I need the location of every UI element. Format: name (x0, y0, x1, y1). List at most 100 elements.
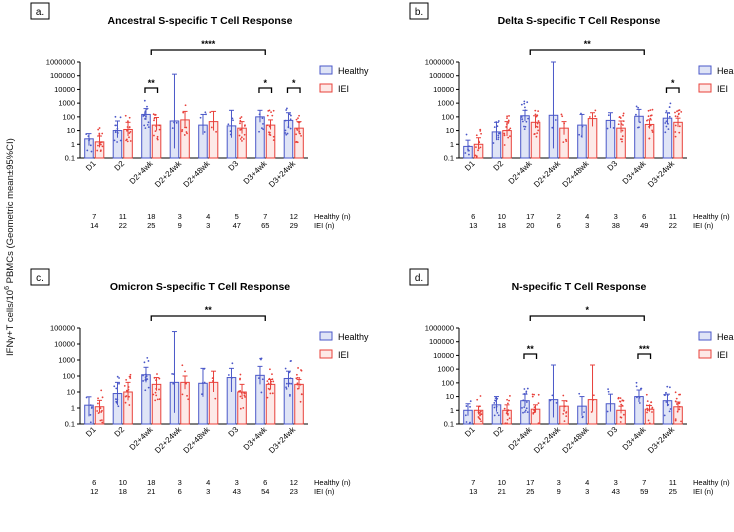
bar-iei (265, 383, 276, 425)
data-point (261, 117, 264, 120)
data-point (201, 382, 204, 384)
n-count: 18 (147, 212, 155, 221)
data-point (680, 110, 683, 113)
data-point (239, 378, 241, 381)
data-point (155, 379, 158, 382)
data-point (260, 127, 263, 130)
n-row-label: IEI (n) (314, 221, 335, 230)
data-point (607, 390, 610, 393)
bar-healthy (634, 115, 644, 159)
data-point (649, 117, 652, 120)
n-count: 29 (290, 221, 298, 230)
data-point (144, 127, 147, 129)
data-point (295, 133, 298, 136)
x-tick-label: D2+24wk (532, 424, 563, 455)
x-tick-label: D2+48wk (182, 424, 213, 455)
data-point (116, 398, 119, 401)
data-point (285, 382, 288, 385)
data-point (507, 119, 510, 122)
chart-title: Ancestral S-specific T Cell Response (108, 15, 293, 27)
n-count: 3 (614, 478, 618, 487)
data-point (271, 392, 274, 395)
n-count: 22 (669, 221, 677, 230)
data-point (270, 383, 273, 385)
data-point (270, 111, 272, 114)
chart-title: Omicron S-specific T Cell Response (110, 281, 290, 293)
data-point (506, 398, 509, 401)
data-point (87, 135, 90, 138)
data-point (125, 138, 128, 141)
data-point (272, 380, 275, 383)
data-point (124, 114, 127, 117)
x-tick-label: D1 (463, 159, 477, 173)
pair-significance-label: * (671, 78, 675, 88)
data-point (646, 400, 649, 403)
data-point (158, 377, 161, 380)
data-point (152, 113, 155, 116)
data-point (186, 132, 188, 135)
data-point (622, 112, 625, 115)
n-count: 4 (206, 478, 210, 487)
data-point (638, 396, 641, 399)
data-point (531, 393, 534, 396)
data-point (621, 138, 623, 141)
x-tick-label: D2+4wk (128, 424, 156, 452)
data-point (479, 413, 481, 415)
data-point (129, 140, 132, 142)
data-point (638, 402, 641, 404)
data-point (622, 124, 624, 126)
data-point (201, 393, 203, 396)
x-tick-label: D3+4wk (242, 158, 270, 186)
data-point (524, 106, 526, 109)
data-point (464, 152, 467, 154)
n-count: 47 (233, 221, 241, 230)
data-point (144, 110, 147, 113)
data-point (637, 126, 639, 129)
data-point (474, 154, 477, 157)
data-point (534, 113, 537, 116)
data-point (651, 406, 654, 409)
data-point (298, 114, 300, 117)
data-point (677, 401, 680, 404)
data-point (88, 139, 90, 142)
x-tick-label: D2+48wk (182, 158, 213, 189)
n-count: 25 (669, 487, 677, 496)
data-point (676, 403, 678, 405)
data-point (155, 394, 158, 397)
n-count: 11 (119, 212, 127, 221)
data-point (669, 102, 672, 105)
data-point (498, 132, 501, 135)
data-point (262, 128, 265, 131)
data-point (475, 134, 478, 137)
data-point (145, 373, 147, 376)
data-point (145, 375, 148, 378)
data-point (98, 134, 101, 136)
data-point (154, 113, 157, 116)
n-count: 12 (90, 487, 98, 496)
data-point (562, 412, 565, 415)
data-point (238, 390, 240, 393)
data-point (97, 412, 100, 414)
data-point (506, 422, 508, 425)
n-row-label: Healthy (n) (314, 212, 351, 221)
data-point (619, 421, 622, 423)
y-tick-label: 1000 (58, 99, 75, 108)
data-point (647, 419, 650, 422)
legend-label-healthy: Healthy (338, 66, 369, 76)
data-point (296, 383, 299, 386)
data-point (508, 128, 511, 131)
data-point (299, 400, 302, 403)
data-point (269, 392, 272, 395)
panel-label: d. (415, 273, 423, 284)
n-count: 3 (585, 487, 589, 496)
legend-label-iei: IEI (717, 350, 728, 360)
y-tick-label: 100 (441, 112, 454, 121)
data-point (531, 395, 534, 398)
y-tick-label: 10 (67, 126, 75, 135)
data-point (182, 111, 185, 114)
data-point (522, 120, 524, 123)
data-point (101, 421, 104, 424)
y-tick-label: 1000 (58, 356, 75, 365)
data-point (505, 412, 508, 414)
data-point (181, 129, 184, 131)
